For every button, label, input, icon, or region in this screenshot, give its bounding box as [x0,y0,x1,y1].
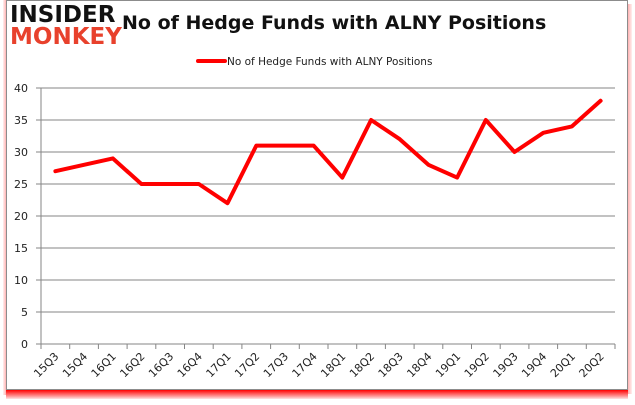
logo-line-1: INSIDER [10,2,116,28]
y-tick-label: 20 [14,210,28,223]
x-tick-label: 16Q3 [146,350,176,380]
x-tick-label: 18Q1 [318,350,348,380]
chart-frame [6,0,628,390]
x-tick-label: 18Q3 [376,350,406,380]
x-tick-label: 16Q2 [117,350,147,380]
frame-shadow-left [3,0,6,395]
x-tick-label: 15Q3 [31,350,61,380]
x-tick-label: 20Q1 [548,350,578,380]
y-tick-label: 25 [14,178,28,191]
y-tick-label: 35 [14,114,28,127]
x-tick-label: 19Q4 [519,350,549,380]
x-tick-label: 17Q1 [204,350,234,380]
series-line [53,98,603,206]
x-tick-label: 18Q4 [404,350,434,380]
y-tick-label: 30 [14,146,28,159]
x-tick-label: 19Q1 [433,350,463,380]
frame-shadow-bottom [6,390,628,399]
x-tick-label: 19Q3 [491,350,521,380]
y-tick-label: 40 [14,82,28,95]
y-tick-label: 5 [21,306,28,319]
x-tick-label: 15Q4 [60,350,90,380]
logo-line-2: MONKEY [10,24,122,50]
frame-shadow-right [628,4,632,394]
gridlines [36,87,615,345]
insider-monkey-logo: INSIDER MONKEY [10,2,122,50]
x-tick-label: 18Q2 [347,350,377,380]
x-tick-label: 19Q2 [462,350,492,380]
legend: No of Hedge Funds with ALNY Positions [196,56,432,68]
y-tick-label: 10 [14,274,28,287]
x-tick-label: 17Q3 [261,350,291,380]
y-tick-label: 0 [21,338,28,351]
y-axis-ticks: 0 5 10 15 20 25 30 35 40 [14,82,28,351]
y-tick-label: 15 [14,242,28,255]
x-tick-label: 17Q2 [232,350,262,380]
x-tick-label: 20Q2 [577,350,607,380]
x-axis: 15Q315Q416Q116Q216Q316Q417Q117Q217Q317Q4… [31,88,616,380]
series-polyline [53,98,603,206]
chart-title: No of Hedge Funds with ALNY Positions [122,12,547,34]
x-tick-label: 16Q1 [89,350,119,380]
x-tick-label: 16Q4 [175,350,205,380]
x-tick-label: 17Q4 [290,350,320,380]
legend-label: No of Hedge Funds with ALNY Positions [227,56,432,68]
